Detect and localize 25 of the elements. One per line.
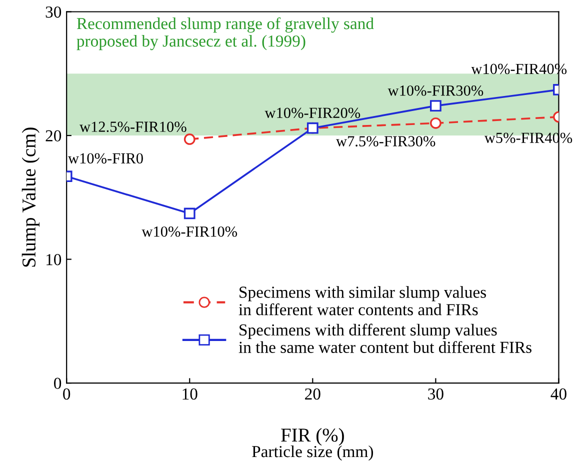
x-tick-label: 10 — [182, 388, 198, 400]
annotation: w10%-FIR0 — [68, 153, 143, 164]
point — [184, 134, 196, 145]
band-label: Recommended slump range of gravelly sand proposed by Jancsecz et al. (1999) — [76, 17, 374, 50]
x-tick-label: 20 — [305, 388, 320, 400]
legend-label: Specimens with different slump values in the same water content but different FIRs — [238, 324, 532, 353]
y-tick-label: 0 — [54, 378, 62, 389]
x-tick-label: 40 — [550, 388, 566, 400]
annotation: w12.5%-FIR10% — [80, 122, 186, 132]
y-axis-title: Slump Value (cm) — [22, 128, 40, 267]
x-axis-title: FIR (%) — [281, 428, 344, 446]
annotation: w10%-FIR10% — [142, 226, 238, 237]
point — [430, 100, 442, 112]
annotation: w7.5%-FIR30% — [336, 136, 436, 146]
x-tick-label: 30 — [428, 388, 444, 400]
annotation: w10%-FIR30% — [388, 85, 484, 96]
point — [184, 208, 196, 220]
y-tick-label: 30 — [46, 6, 62, 18]
point — [430, 117, 442, 129]
text: Particle size (mm) — [252, 445, 374, 461]
y-tick-label: 10 — [46, 254, 62, 266]
y-tick-label: 20 — [46, 130, 62, 142]
legend-label: Specimens with similar slump values in different water contents and FIRs — [238, 286, 486, 316]
x-tick-label: 0 — [63, 388, 70, 400]
annotation: w10%-FIR20% — [264, 108, 360, 118]
